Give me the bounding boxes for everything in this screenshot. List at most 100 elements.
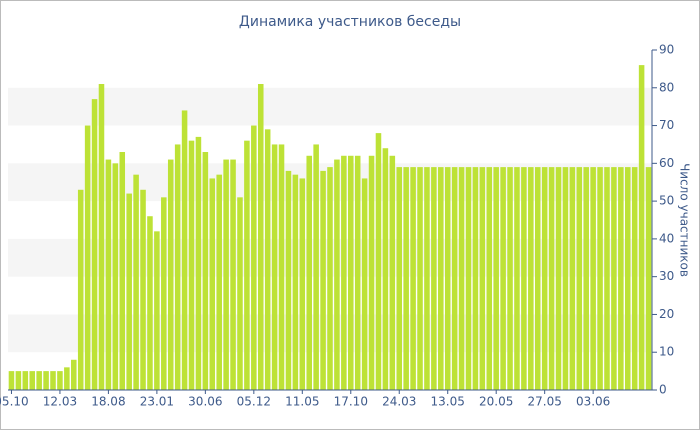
- bar: [368, 155, 375, 390]
- bar: [451, 167, 458, 390]
- bar: [98, 84, 105, 390]
- bar: [105, 159, 112, 390]
- y-tick-label: 10: [659, 345, 674, 359]
- bar: [147, 216, 153, 390]
- bar: [112, 163, 119, 390]
- x-tick-label: 11.05: [285, 395, 319, 409]
- x-tick-label: 13.05: [431, 395, 465, 409]
- bar: [84, 125, 91, 391]
- y-tick-label: 20: [659, 307, 674, 321]
- bar: [36, 371, 42, 390]
- bar: [29, 371, 36, 390]
- bar: [271, 144, 278, 390]
- bar: [548, 167, 555, 390]
- bar: [382, 148, 389, 390]
- bar: [396, 167, 403, 390]
- bar: [15, 371, 22, 390]
- bar: [541, 167, 548, 390]
- bar: [500, 167, 506, 390]
- bar: [514, 167, 520, 390]
- bar: [486, 167, 493, 390]
- bar: [195, 136, 202, 390]
- bar: [354, 155, 361, 390]
- bar: [472, 167, 479, 390]
- y-axis-label: Число участников: [678, 163, 692, 277]
- bar: [306, 155, 312, 390]
- y-tick-label: 30: [659, 269, 674, 283]
- bar: [341, 155, 347, 390]
- bar: [77, 189, 84, 390]
- grid-band: [8, 87, 652, 126]
- x-tick-label: 17.10: [334, 395, 368, 409]
- x-tick-label: 23.01: [140, 395, 174, 409]
- y-tick-label: 0: [659, 383, 667, 397]
- bar: [57, 371, 63, 390]
- bar: [285, 170, 292, 390]
- bar: [618, 167, 624, 390]
- x-tick-label: 05.12: [237, 395, 271, 409]
- bar: [278, 144, 285, 390]
- bar: [223, 159, 229, 390]
- bar: [348, 155, 354, 390]
- y-tick-label: 40: [659, 231, 674, 245]
- bar: [624, 167, 631, 390]
- bar: [43, 371, 49, 390]
- bar: [174, 144, 181, 390]
- bar: [528, 167, 534, 390]
- y-tick-label: 80: [659, 80, 674, 94]
- bar: [597, 167, 603, 390]
- x-tick-label: 03.06: [576, 395, 610, 409]
- bar: [590, 167, 596, 390]
- bar: [140, 189, 146, 390]
- bar: [264, 129, 271, 391]
- bar: [403, 167, 409, 390]
- bar: [209, 178, 216, 390]
- bar: [50, 371, 56, 390]
- y-tick-label: 50: [659, 194, 674, 208]
- bar: [230, 159, 236, 390]
- x-tick-label: 12.03: [43, 395, 77, 409]
- x-tick-label: 24.03: [382, 395, 416, 409]
- bar: [167, 159, 174, 390]
- bar: [507, 167, 513, 390]
- bar: [361, 178, 368, 390]
- bar: [375, 133, 382, 390]
- bar: [424, 167, 430, 390]
- bar: [444, 167, 451, 390]
- bar: [292, 174, 299, 390]
- bar: [161, 197, 167, 390]
- bar: [465, 167, 472, 390]
- bar: [458, 167, 465, 390]
- bar: [244, 140, 250, 390]
- bar: [583, 167, 589, 390]
- bar: [64, 367, 70, 390]
- bar: [638, 65, 645, 390]
- x-tick-label: 05.10: [0, 395, 29, 409]
- bar: [251, 125, 257, 391]
- bar: [133, 174, 139, 390]
- bar: [645, 167, 652, 390]
- bar: [431, 167, 437, 390]
- bar: [71, 359, 77, 390]
- bar: [216, 174, 222, 390]
- bar: [438, 167, 444, 390]
- bar: [327, 167, 333, 390]
- x-tick-label: 18.08: [91, 395, 125, 409]
- bar: [320, 170, 326, 390]
- bar: [611, 167, 617, 390]
- bar: [188, 140, 195, 390]
- bar: [257, 84, 264, 390]
- y-tick-label: 90: [659, 43, 674, 57]
- bar: [493, 167, 499, 390]
- bar: [334, 159, 340, 390]
- bar: [181, 110, 188, 390]
- bar: [22, 371, 29, 390]
- bar: [576, 167, 583, 390]
- bar: [154, 231, 160, 390]
- bar: [237, 197, 243, 390]
- bar: [569, 167, 576, 390]
- bar: [562, 167, 569, 390]
- bar: [479, 167, 486, 390]
- x-tick-label: 30.06: [188, 395, 222, 409]
